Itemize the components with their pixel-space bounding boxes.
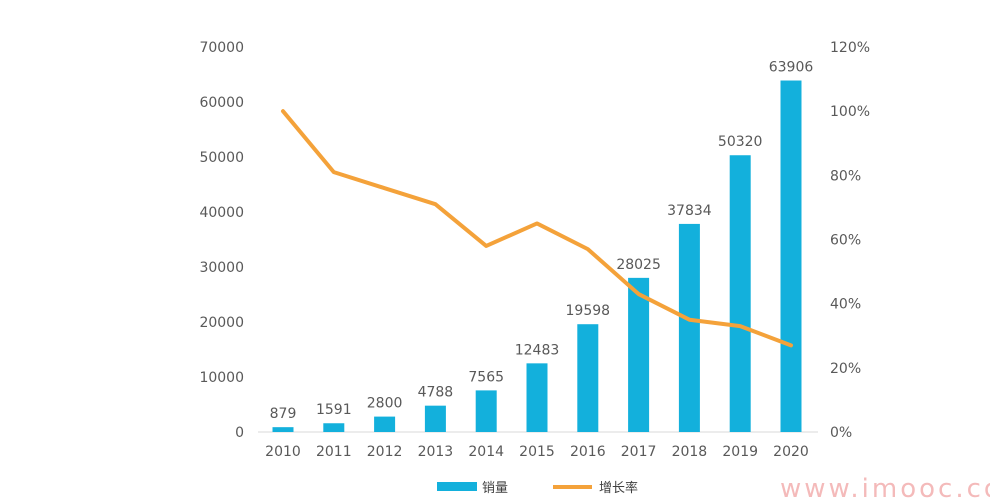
line-series bbox=[283, 111, 791, 345]
bar-data-label: 50320 bbox=[718, 134, 763, 150]
bar-data-label: 37834 bbox=[667, 203, 712, 219]
bar bbox=[527, 363, 548, 432]
legend-swatch-bar bbox=[437, 482, 477, 491]
right-tick-label: 20% bbox=[830, 361, 861, 377]
bar-data-label: 1591 bbox=[316, 402, 352, 418]
legend: 销量 增长率 bbox=[437, 480, 638, 496]
x-tick-label: 2012 bbox=[367, 444, 403, 460]
right-tick-label: 80% bbox=[830, 168, 861, 184]
left-tick-label: 30000 bbox=[199, 260, 244, 276]
right-tick-label: 0% bbox=[830, 425, 852, 441]
left-tick-label: 20000 bbox=[199, 315, 244, 331]
right-tick-label: 120% bbox=[830, 40, 870, 56]
bar-data-label: 2800 bbox=[367, 396, 403, 412]
right-tick-label: 60% bbox=[830, 233, 861, 249]
x-tick-label: 2011 bbox=[316, 444, 352, 460]
bar bbox=[476, 390, 497, 432]
left-tick-label: 70000 bbox=[199, 40, 244, 56]
left-tick-label: 60000 bbox=[199, 95, 244, 111]
bar-data-label: 7565 bbox=[468, 369, 504, 385]
bar bbox=[577, 324, 598, 432]
bar bbox=[679, 224, 700, 432]
x-tick-label: 2019 bbox=[722, 444, 758, 460]
left-tick-label: 40000 bbox=[199, 205, 244, 221]
bar-data-label: 28025 bbox=[616, 257, 661, 273]
bar bbox=[628, 278, 649, 432]
bar-data-label: 63906 bbox=[769, 60, 814, 76]
growth-rate-line bbox=[283, 111, 791, 345]
bar bbox=[730, 155, 751, 432]
bar-data-label: 4788 bbox=[418, 385, 454, 401]
bar-data-label: 12483 bbox=[515, 342, 560, 358]
x-tick-label: 2017 bbox=[621, 444, 657, 460]
bar bbox=[425, 406, 446, 432]
left-tick-label: 0 bbox=[235, 425, 244, 441]
bar bbox=[374, 417, 395, 432]
legend-label-bar: 销量 bbox=[482, 481, 508, 496]
x-tick-label: 2016 bbox=[570, 444, 606, 460]
bar-series bbox=[273, 81, 802, 432]
right-tick-label: 100% bbox=[830, 104, 870, 120]
x-tick-label: 2020 bbox=[773, 444, 809, 460]
bar-data-label: 879 bbox=[270, 406, 297, 422]
right-tick-label: 40% bbox=[830, 297, 861, 313]
bar bbox=[273, 427, 294, 432]
x-axis-ticks: 2010 2011 2012 2013 2014 2015 2016 2017 2018 2019… bbox=[265, 444, 809, 460]
bar bbox=[323, 423, 344, 432]
x-tick-label: 2018 bbox=[672, 444, 708, 460]
x-tick-label: 2010 bbox=[265, 444, 301, 460]
left-axis-ticks: 0 10000 20000 30000 40000 50000 60000 70000 bbox=[199, 40, 244, 441]
legend-label-line: 增长率 bbox=[599, 480, 638, 496]
left-tick-label: 10000 bbox=[199, 370, 244, 386]
bar-data-label: 19598 bbox=[566, 303, 611, 319]
right-axis-ticks: 0% 20% 40% 60% 80% 100% 120% bbox=[830, 40, 870, 441]
x-tick-label: 2013 bbox=[418, 444, 454, 460]
x-tick-label: 2015 bbox=[519, 444, 555, 460]
bar bbox=[781, 81, 802, 432]
x-tick-label: 2014 bbox=[468, 444, 504, 460]
left-tick-label: 50000 bbox=[199, 150, 244, 166]
